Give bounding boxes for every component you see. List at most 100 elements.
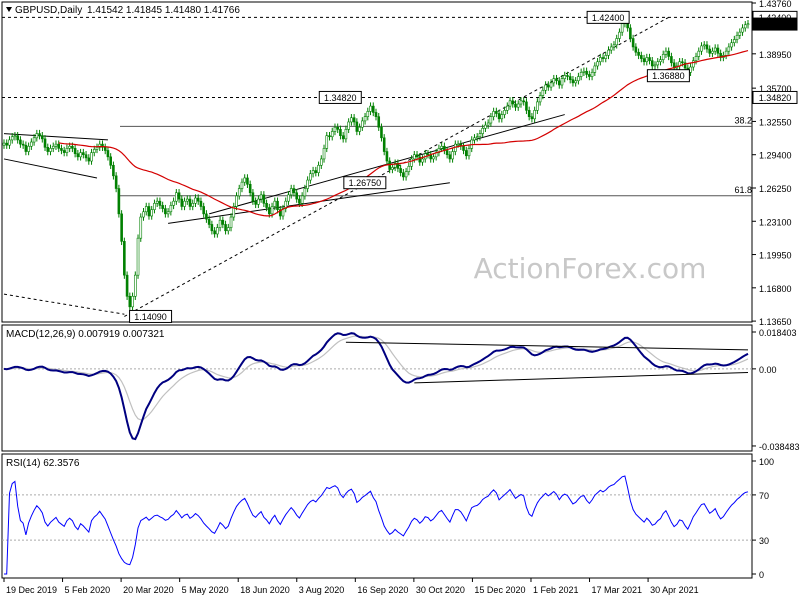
x-tick-label: 18 Jun 2020 bbox=[240, 585, 290, 595]
candle-body bbox=[656, 61, 660, 66]
candle-body bbox=[254, 200, 257, 205]
candle-body bbox=[683, 62, 687, 69]
candle-body bbox=[716, 47, 720, 54]
candle-body bbox=[557, 80, 561, 86]
candle-body bbox=[547, 84, 550, 88]
x-tick-label: 30 Apr 2021 bbox=[650, 585, 699, 595]
candle-body bbox=[87, 157, 91, 162]
candle-body bbox=[60, 148, 63, 151]
candle-body bbox=[333, 126, 337, 132]
candle-body bbox=[618, 31, 621, 39]
candle-body bbox=[319, 158, 323, 166]
candle-body bbox=[322, 148, 326, 160]
candle-body bbox=[278, 209, 282, 217]
candle-body bbox=[243, 177, 247, 183]
candle-body bbox=[68, 145, 71, 149]
candle-body bbox=[147, 206, 151, 217]
candle-body bbox=[440, 145, 443, 149]
price-tick-label: 1.38950 bbox=[759, 50, 792, 60]
candle-body bbox=[246, 177, 249, 185]
candle-body bbox=[451, 151, 454, 160]
rsi-tick-label: 0 bbox=[759, 570, 764, 580]
candle-body bbox=[226, 227, 230, 232]
candle-body bbox=[213, 230, 216, 235]
candle-body bbox=[183, 200, 186, 207]
macd-tick-label: 0.00 bbox=[759, 365, 777, 375]
axis-layer: 1.43760 1.38950 1.35700 1.32550 1.29400 1.262… bbox=[3, 0, 800, 595]
candle-body bbox=[555, 78, 558, 82]
candle-body bbox=[224, 224, 227, 232]
candle-body bbox=[336, 126, 340, 130]
candle-body bbox=[489, 116, 493, 124]
candle-body bbox=[577, 76, 580, 82]
macd-title: MACD(12,26,9) 0.007919 0.007321 bbox=[6, 329, 165, 340]
candle-body bbox=[65, 148, 69, 153]
candle-body bbox=[131, 295, 134, 308]
candle-body bbox=[505, 105, 509, 111]
candle-body bbox=[598, 57, 602, 63]
price-layer: 38.2 61.8 1.14090 1.34820 1.26750 1.42400 1.36… bbox=[2, 10, 752, 323]
annotation-label: 1.26750 bbox=[349, 178, 382, 188]
candle-body bbox=[150, 209, 154, 217]
macd-pane-frame bbox=[1, 324, 753, 452]
candle-body bbox=[588, 74, 591, 77]
candle-body bbox=[82, 152, 85, 156]
candle-body bbox=[579, 72, 583, 77]
candle-body bbox=[207, 218, 211, 225]
candle-body bbox=[270, 206, 274, 215]
candle-body bbox=[27, 145, 30, 152]
macd-upper-trend-line bbox=[345, 341, 749, 351]
candle-body bbox=[169, 205, 173, 213]
x-tick-label: 17 Mar 2021 bbox=[592, 585, 643, 595]
candle-body bbox=[166, 211, 170, 215]
candle-body bbox=[533, 110, 536, 120]
candle-body bbox=[355, 121, 359, 132]
candle-body bbox=[21, 143, 25, 146]
candle-body bbox=[284, 200, 288, 209]
candle-body bbox=[560, 78, 564, 86]
candle-body bbox=[155, 200, 159, 204]
candle-body bbox=[46, 147, 50, 152]
candle-body bbox=[232, 206, 236, 218]
candle-body bbox=[634, 46, 638, 53]
candle-body bbox=[508, 100, 512, 107]
candle-body bbox=[418, 156, 422, 163]
candle-body bbox=[300, 195, 304, 204]
candle-body bbox=[142, 211, 145, 218]
candle-body bbox=[295, 192, 298, 200]
candle-body bbox=[79, 152, 82, 158]
channel-lower-line bbox=[3, 158, 98, 179]
candle-body bbox=[350, 117, 353, 123]
candle-body bbox=[664, 50, 668, 55]
annotation-box bbox=[646, 69, 690, 83]
candle-body bbox=[503, 110, 506, 115]
candle-body bbox=[123, 241, 126, 276]
candle-body bbox=[180, 198, 184, 207]
candle-body bbox=[103, 147, 107, 151]
candle-body bbox=[218, 219, 222, 228]
candle-body bbox=[32, 137, 36, 143]
candle-body bbox=[144, 206, 148, 213]
candle-body bbox=[694, 56, 698, 61]
candle-body bbox=[276, 200, 279, 210]
candle-body bbox=[49, 148, 52, 152]
candle-body bbox=[62, 150, 66, 153]
candle-body bbox=[410, 158, 413, 167]
candle-body bbox=[708, 48, 712, 54]
price-tick-label: 1.43760 bbox=[759, 0, 792, 9]
candle-body bbox=[380, 126, 383, 139]
candle-body bbox=[262, 194, 266, 204]
candle-body bbox=[522, 100, 526, 103]
rsi-pane-frame bbox=[1, 453, 753, 579]
candle-body bbox=[5, 142, 9, 146]
candle-body bbox=[325, 135, 329, 149]
candle-body bbox=[194, 197, 197, 204]
price-tick-label: 1.19950 bbox=[759, 251, 792, 261]
candle-body bbox=[571, 79, 575, 84]
annotation-box bbox=[129, 309, 173, 323]
x-tick-label: 5 May 2020 bbox=[182, 585, 229, 595]
candle-body bbox=[361, 120, 364, 128]
candle-body bbox=[681, 61, 684, 64]
macd-tick-label: 0.018403 bbox=[759, 328, 797, 338]
channel-upper-line bbox=[3, 133, 108, 141]
